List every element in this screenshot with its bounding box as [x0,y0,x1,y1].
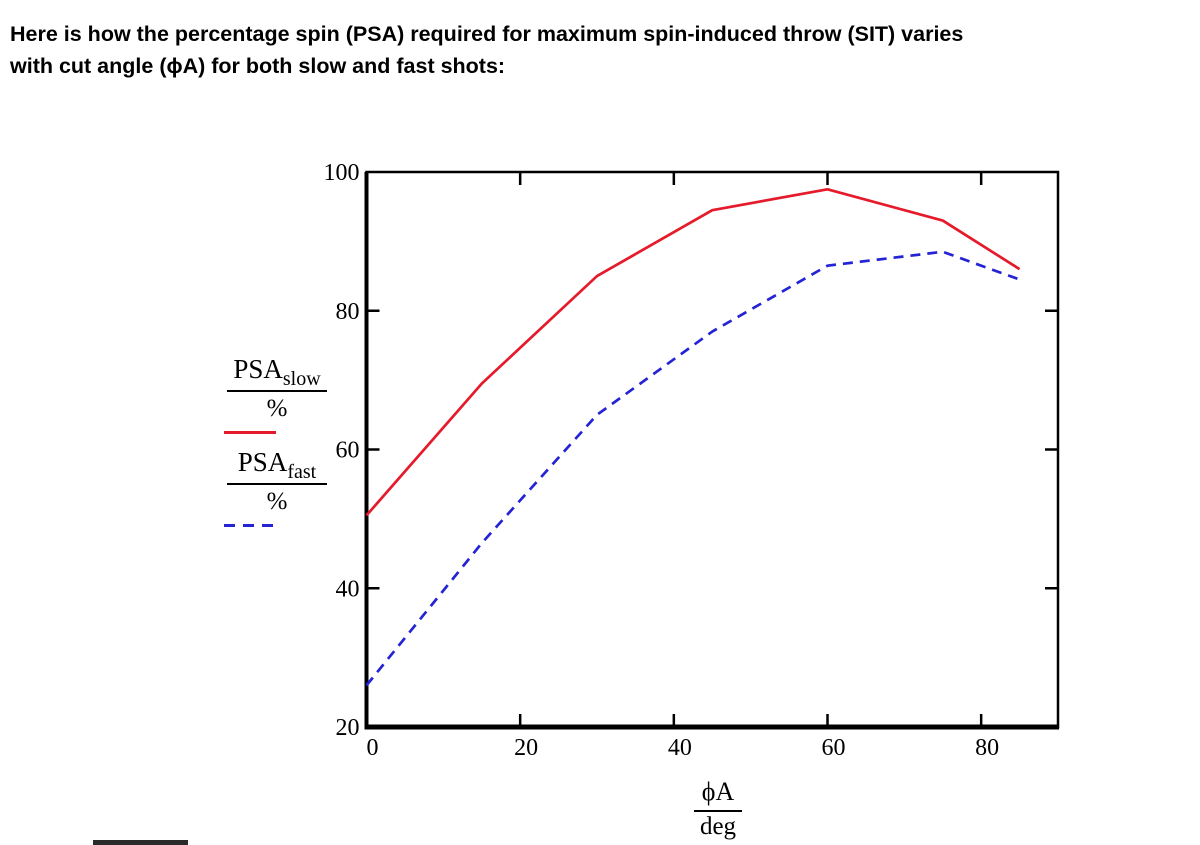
legend-fraction-bar-fast [227,483,327,485]
x-axis-label-numerator: ϕA [701,777,735,806]
x-tick-label-40: 40 [668,735,692,761]
legend-numerator-slow: PSAslow [227,350,327,390]
legend-main-fast: PSA [237,447,288,477]
cropped-content-artifact [93,840,188,845]
page-title-line-2: with cut angle (ϕA) for both slow and fa… [10,54,506,78]
y-tick-label-60: 60 [336,438,360,464]
y-tick-label-40: 40 [336,576,360,602]
legend-fraction-slow: PSAslow % [227,350,327,424]
legend-entry-psa-slow: PSAslow % [224,350,327,434]
legend-line-sample-fast [224,524,276,527]
legend-denominator-fast: % [266,488,288,515]
legend-sub-slow: slow [282,368,321,390]
y-tick-label-100: 100 [324,160,360,186]
legend-sub-fast: fast [287,461,317,483]
page-title-line-1: Here is how the percentage spin (PSA) re… [10,22,964,46]
legend-main-slow: PSA [233,354,283,384]
legend-denominator-slow: % [266,395,288,422]
y-tick-label-20: 20 [336,715,360,741]
page-title: Here is how the percentage spin (PSA) re… [10,18,1170,82]
legend-entry-psa-fast: PSAfast % [224,443,327,527]
x-axis-label: ϕA deg [680,776,756,840]
x-axis-label-fraction-bar [694,810,742,812]
y-tick-label-80: 80 [336,299,360,325]
legend-numerator-fast: PSAfast [227,443,327,483]
series-line-psa-slow [365,187,1021,517]
legend: PSAslow % PSAfast % [224,350,327,536]
series-line-psa-fast [365,250,1021,687]
plot-frame [365,170,1060,729]
legend-fraction-bar-slow [227,390,327,392]
x-tick-label-0: 0 [367,735,379,761]
legend-fraction-fast: PSAfast % [227,443,327,517]
x-axis-label-denominator: deg [699,813,737,840]
x-tick-label-80: 80 [975,735,999,761]
x-tick-label-60: 60 [822,735,846,761]
legend-line-sample-slow [224,431,276,434]
x-tick-label-20: 20 [514,735,538,761]
